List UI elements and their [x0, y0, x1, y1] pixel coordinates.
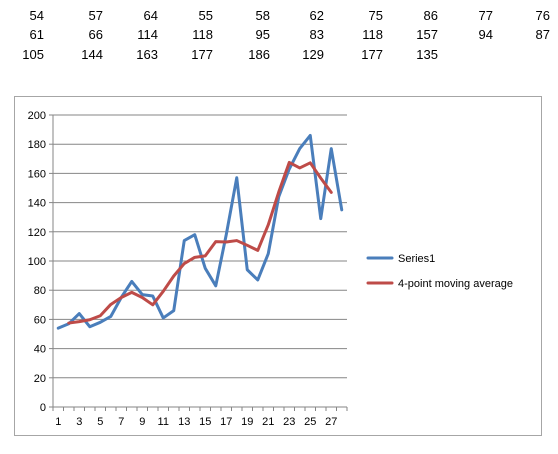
x-tick-label: 19	[241, 416, 253, 428]
series-line-1	[56, 133, 344, 330]
table-cell: 186	[248, 47, 270, 62]
table-cell: 118	[192, 27, 213, 42]
gridlines	[53, 114, 347, 379]
series-lines	[56, 133, 344, 330]
y-tick-label: 160	[28, 168, 46, 180]
table-cell: 86	[423, 8, 438, 23]
y-tick-label: 80	[34, 285, 46, 297]
y-tick-label: 40	[34, 344, 46, 356]
table-cell: 66	[88, 27, 103, 42]
table-cell: 177	[361, 47, 383, 62]
y-tick-label: 200	[28, 110, 46, 122]
x-tick-label: 27	[325, 416, 337, 428]
data-table: 54 57 64 55 58 62 75 86 77 76 61 66 114 118 95 83 118 157…	[0, 0, 558, 66]
y-tick-label: 20	[34, 373, 46, 385]
table-cell: 75	[368, 8, 383, 23]
legend-label: Series1	[398, 253, 435, 265]
axes	[49, 114, 348, 411]
table-cell: 163	[136, 47, 158, 62]
table-cell: 114	[137, 27, 158, 42]
table-cell: 62	[309, 8, 324, 23]
x-tick-label: 9	[139, 416, 145, 428]
line-chart: 0 20 40 60 80 100 120 140 160 180 200 1 3 5 7 9 11 13 15 1…	[14, 96, 542, 436]
y-tick-label: 140	[28, 198, 46, 210]
y-axis-ticks: 0 20 40 60 80 100 120 140 160 180 200	[28, 110, 46, 414]
y-tick-label: 100	[28, 256, 46, 268]
table-cell: 129	[302, 47, 324, 62]
table-cell: 55	[198, 8, 213, 23]
table-cell: 58	[255, 8, 270, 23]
x-tick-label: 21	[262, 416, 274, 428]
table-cell: 61	[29, 27, 44, 42]
table-cell: 83	[309, 27, 324, 42]
table-cell: 87	[535, 27, 550, 42]
y-tick-label: 60	[34, 314, 46, 326]
y-tick-label: 120	[28, 227, 46, 239]
x-tick-label: 11	[158, 416, 169, 428]
table-cell: 118	[362, 27, 383, 42]
table-cell: 54	[29, 8, 44, 23]
x-tick-label: 7	[118, 416, 124, 428]
table-cell: 95	[255, 27, 270, 42]
table-cell: 64	[143, 8, 158, 23]
table-cell: 105	[22, 47, 44, 62]
table-cell: 77	[478, 8, 493, 23]
x-tick-label: 17	[220, 416, 232, 428]
table-cell: 157	[416, 27, 438, 42]
table-cell: 177	[191, 47, 213, 62]
y-tick-label: 180	[28, 139, 46, 151]
x-tick-label: 3	[76, 416, 82, 428]
series-line-2	[67, 160, 333, 325]
x-tick-label: 13	[178, 416, 190, 428]
table-cell: 144	[81, 47, 103, 62]
x-tick-label: 1	[55, 416, 61, 428]
x-tick-label: 15	[199, 416, 211, 428]
table-cell: 76	[535, 8, 550, 23]
legend-label: 4-point moving average	[398, 278, 513, 290]
x-tick-label: 23	[283, 416, 295, 428]
x-axis-ticks: 1 3 5 7 9 11 13 15 17 19 21 23 25 27	[55, 416, 337, 428]
y-tick-label: 0	[40, 402, 46, 414]
x-tick-label: 5	[97, 416, 103, 428]
x-tick-label: 25	[304, 416, 316, 428]
table-cell: 57	[88, 8, 103, 23]
legend: Series1 4-point moving average	[366, 253, 513, 290]
table-cell: 94	[478, 27, 493, 42]
table-cell: 135	[416, 47, 438, 62]
